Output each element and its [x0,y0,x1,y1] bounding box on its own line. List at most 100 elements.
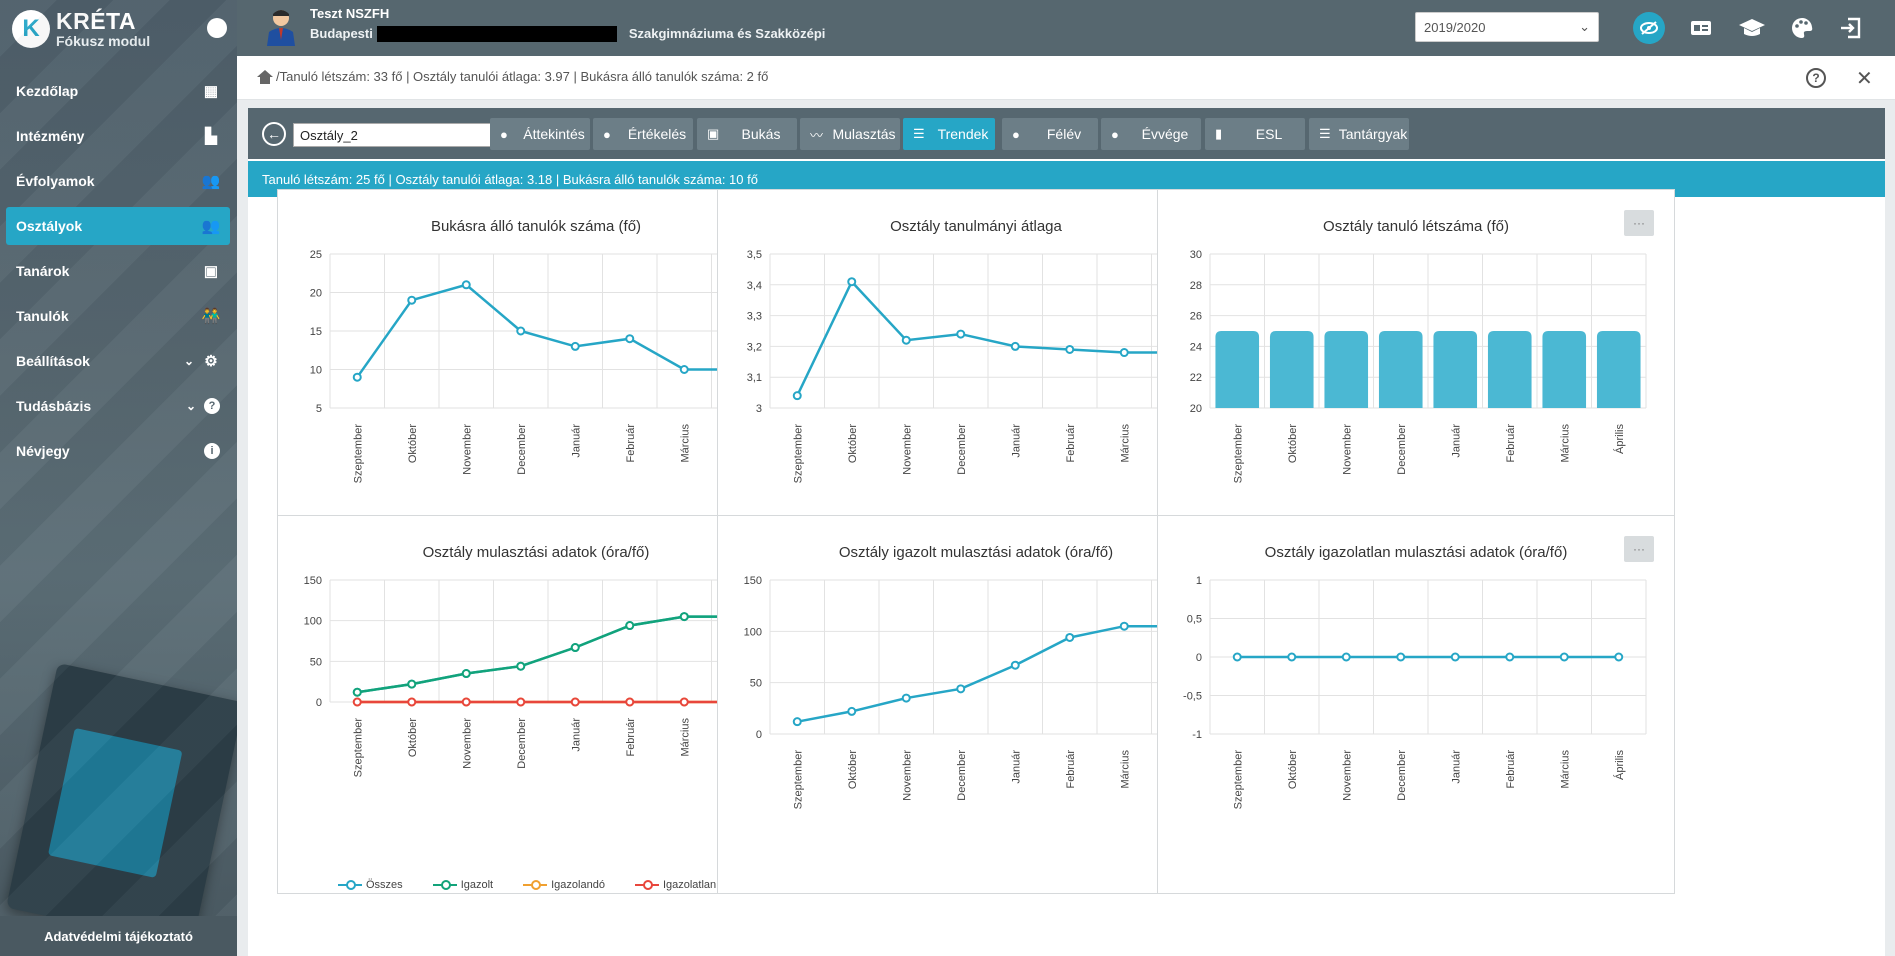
sidebar-item[interactable]: Névjegy i [6,432,230,470]
graduation-cap-icon[interactable] [1736,12,1768,44]
sidebar-item-icons: 👥 [202,172,221,190]
x-tick-label: December [516,424,528,475]
sidebar-item[interactable]: Tanulók 👬 [6,297,230,335]
y-tick-label: 26 [1190,311,1202,323]
id-card-icon[interactable] [1685,12,1717,44]
y-tick-label: 3,4 [747,280,762,292]
legend-item[interactable]: Összes [338,879,403,891]
x-tick-label: Április [1613,424,1626,454]
background-tablet-image [6,662,237,948]
previous-class-arrow-icon[interactable]: ← [262,122,286,146]
sidebar-item-label: Tanárok [16,263,70,279]
privacy-notice-button[interactable]: Adatvédelmi tájékoztató [0,916,237,956]
chart-title: Osztály igazolatlan mulasztási adatok (ó… [1264,544,1568,561]
home-icon[interactable] [257,69,273,84]
sidebar-item[interactable]: Tudásbázis ⌄? [6,387,230,425]
x-tick-label: December [956,424,968,475]
x-tick-label: Január [570,424,582,458]
tab-bukás[interactable]: ▣ Bukás [697,118,797,150]
y-tick-label: 20 [1190,403,1202,415]
class-toolbar: ← Osztály_2 ⌄ → ●Áttekintés●Értékelés▣Bu… [248,108,1885,159]
bar [1378,331,1423,408]
x-tick-label: December [956,750,968,801]
y-tick-label: 3,1 [747,372,762,384]
x-tick-label: Február [625,718,637,757]
sidebar-item[interactable]: Intézmény ▙ [6,117,230,155]
tab-mulasztás[interactable]: 〰 Mulasztás [800,118,900,150]
sidebar-item-label: Osztályok [16,218,83,234]
palette-icon[interactable] [1786,12,1818,44]
x-tick-label: Január [1450,424,1462,458]
x-tick-label: November [461,424,473,475]
tab-label: Félév [1046,126,1082,142]
trend-icon: 〰 [810,127,824,143]
tab-évvége[interactable]: ● Évvége [1101,118,1201,150]
data-point [516,326,526,336]
chart-card: Osztály igazolatlan mulasztási adatok (ó… [1157,515,1675,894]
data-point [679,365,689,374]
brand-module: Fókusz modul [56,33,151,49]
sidebar-item[interactable]: Évfolyamok 👥 [6,162,230,200]
help-icon[interactable]: ? [1806,68,1826,88]
tab-áttekintés[interactable]: ● Áttekintés [490,118,590,150]
chart-menu-button[interactable]: ··· [1624,536,1654,562]
tab-trendek[interactable]: ☰ Trendek [903,118,995,150]
brand: KRÉTA Fókusz modul [56,8,150,49]
data-point [1287,652,1297,662]
data-point [407,295,417,305]
bar [1269,331,1314,408]
tab-tantárgyak[interactable]: ☰ Tantárgyak [1309,118,1409,150]
sidebar-item[interactable]: Beállítások ⌄ ⚙ [6,342,230,380]
bar [1215,331,1260,408]
sidebar-item[interactable]: Tanárok ▣ [6,252,230,290]
y-tick-label: 150 [304,575,322,587]
chart-plot: 150 100 50 0 Szeptember Október November Decemb… [744,575,1207,809]
tab-félév[interactable]: ● Félév [1002,118,1098,150]
sidebar-item-label: Tanulók [16,308,69,324]
lines-icon: ☰ [913,126,925,141]
close-icon[interactable]: ✕ [1856,68,1873,90]
x-tick-label: Április [1613,750,1626,780]
legend-item[interactable]: Igazolt [432,879,493,891]
x-tick-label: Január [1010,750,1022,784]
tab-értékelés[interactable]: ● Értékelés [593,118,693,150]
data-point [1559,652,1569,662]
bubbles-icon: ● [500,126,508,142]
data-point [1010,341,1020,351]
chart-card: Osztály mulasztási adatok (óra/fő)···150… [277,515,795,894]
x-tick-label: Február [1065,750,1077,789]
user-avatar-icon[interactable] [265,8,297,46]
x-tick-label: Január [1450,750,1462,784]
breadcrumb-bar: /Tanuló létszám: 33 fő | Osztály tanulói… [237,56,1895,100]
building-icon: ▙ [205,128,217,145]
y-tick-label: -1 [1192,729,1202,741]
x-tick-label: Október [847,750,859,789]
data-point [901,335,911,345]
eye-off-icon[interactable] [1633,12,1665,44]
data-point [570,341,580,351]
y-tick-label: 3 [756,403,762,415]
chart-menu-button[interactable]: ··· [1624,210,1654,236]
legend-item[interactable]: Igazolatlan [634,879,716,891]
bar [1542,331,1587,408]
sidebar-item[interactable]: Kezdőlap ▦ [6,72,230,110]
legend-item[interactable]: Igazolandó [523,879,605,891]
contact-icon: ▣ [707,126,720,141]
kreta-logo[interactable]: K [12,10,50,48]
data-point [1341,652,1351,662]
x-tick-label: November [901,424,913,475]
data-point [352,687,362,697]
brand-name: KRÉTA [56,8,137,34]
chart-card: Bukásra álló tanulók száma (fő)···252015… [277,189,795,568]
data-point [1232,652,1242,662]
sidebar-item-label: Évfolyamok [16,173,95,189]
logout-icon[interactable] [1834,12,1866,44]
x-tick-label: Február [1505,424,1517,463]
school-year-select[interactable]: 2019/2020 ⌄ [1415,12,1599,42]
chart-plot: 30 28 26 24 22 20 Szeptember Október November Dec… [1190,249,1647,483]
x-tick-label: Szeptember [352,424,364,484]
y-tick-label: 0 [1196,652,1202,664]
sidebar-item[interactable]: Osztályok 👥 [6,207,230,245]
sidebar-toggle[interactable] [207,18,227,38]
tab-esl[interactable]: ▮ ESL [1205,118,1305,150]
